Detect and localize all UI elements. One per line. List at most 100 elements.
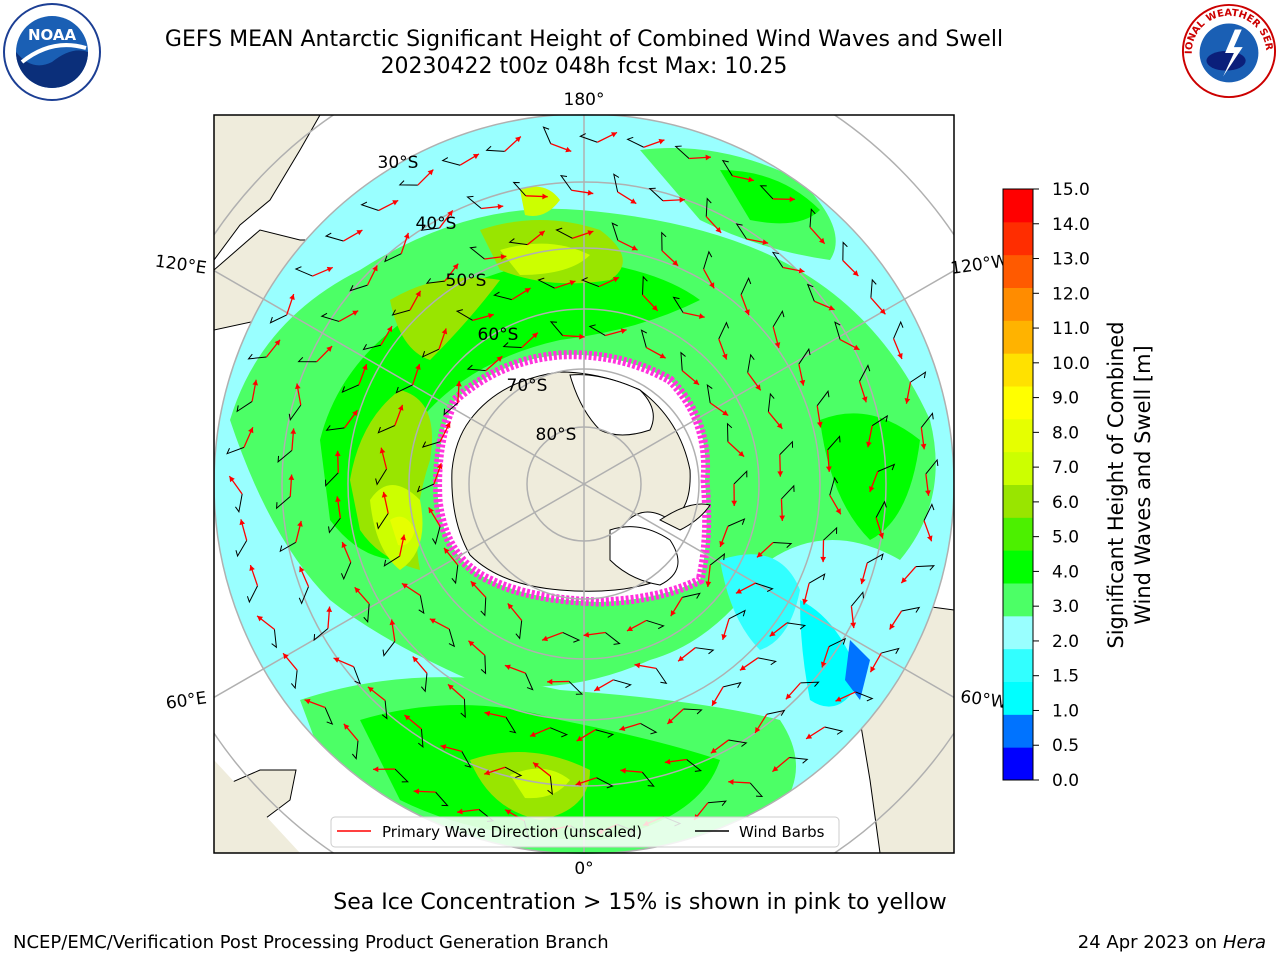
wind-barb	[562, 632, 581, 643]
wave-direction-arrowhead	[897, 352, 903, 359]
wave-direction-arrowhead	[719, 540, 725, 547]
wave-direction-arrowhead	[249, 565, 255, 571]
wave-direction-arrowhead	[326, 266, 333, 273]
wave-direction-arrowhead	[715, 226, 722, 233]
wind-barb	[416, 483, 435, 493]
wind-barb	[235, 540, 248, 558]
wave-direction-arrowhead	[400, 534, 406, 541]
wave-direction-arrowhead	[496, 356, 503, 362]
wind-barb	[920, 412, 934, 428]
land-africa-corner	[214, 760, 300, 853]
wind-barb	[749, 782, 764, 798]
wave-direction-arrowhead	[710, 747, 717, 754]
wave-direction-arrowhead	[386, 326, 393, 333]
colorbar-band	[1003, 320, 1033, 354]
wave-direction-arrowhead	[659, 353, 666, 359]
wind-barb	[721, 159, 733, 177]
wind-barb	[363, 603, 370, 623]
wind-barb	[325, 472, 339, 487]
wind-barb	[786, 622, 807, 630]
wave-direction-arrowhead	[334, 450, 341, 457]
figure-title: GEFS MEAN Antarctic Significant Height o…	[164, 27, 1004, 52]
wind-barb	[384, 253, 402, 263]
wave-direction-arrowhead	[587, 189, 594, 196]
wind-barb	[353, 666, 361, 685]
wave-direction-arrowhead	[709, 282, 715, 289]
wind-barb	[910, 371, 927, 383]
wind-barb	[925, 458, 939, 475]
wind-barb	[595, 729, 615, 738]
wave-direction-arrowhead	[455, 380, 462, 387]
wave-direction-arrowhead	[445, 422, 451, 429]
wave-direction-arrowhead	[878, 532, 884, 539]
wind-barb	[425, 278, 445, 284]
wind-barb	[828, 637, 847, 648]
wave-direction-arrowhead	[547, 678, 553, 685]
wind-barb	[549, 727, 569, 738]
wave-direction-arrowhead	[533, 762, 539, 769]
lon-label-120w: 120°W	[949, 251, 1009, 279]
wave-direction-arrowhead	[403, 232, 410, 239]
wind-barb	[480, 597, 487, 617]
wave-direction-arrowhead	[297, 520, 303, 527]
wind-barb	[626, 136, 644, 148]
wave-direction-arrowhead	[362, 364, 368, 371]
wave-direction-arrowhead	[288, 474, 295, 480]
wave-direction-arrowhead	[289, 294, 295, 300]
wind-barb	[418, 595, 425, 615]
wind-barb	[324, 232, 344, 242]
wind-barb	[806, 283, 815, 302]
wind-barb	[728, 739, 748, 747]
wave-direction-arrowhead	[850, 622, 857, 629]
colorbar-band	[1003, 484, 1033, 518]
wind-barb	[866, 553, 884, 564]
colorbar-frame	[1002, 188, 1034, 781]
wind-barb	[559, 174, 572, 191]
wind-barb	[398, 180, 418, 186]
wind-barb	[537, 277, 555, 289]
wind-barb	[277, 449, 293, 464]
wind-barb	[718, 321, 730, 340]
wave-direction-arrowhead	[739, 664, 746, 671]
wave-direction-arrowhead	[532, 332, 538, 339]
wave-direction-arrowhead	[664, 758, 671, 765]
wave-direction-arrowhead	[487, 313, 494, 319]
wind-barb	[480, 655, 487, 675]
wind-barb	[859, 364, 871, 382]
wind-barb	[740, 277, 752, 295]
wind-barb	[733, 470, 748, 485]
wave-direction-arrowhead	[484, 769, 491, 776]
wind-barb	[466, 364, 486, 372]
wave-direction-arrowhead	[920, 443, 927, 450]
wind-barb	[655, 668, 668, 684]
colorbar-tick-label: 4.0	[1052, 562, 1079, 582]
wind-barb	[706, 384, 713, 403]
wave-direction-arrowhead	[412, 656, 419, 663]
wind-barb	[448, 628, 456, 648]
wave-direction-arrowhead	[472, 153, 479, 160]
machine-name: Hera	[1222, 932, 1266, 953]
wave-direction-arrowhead	[440, 744, 447, 750]
wave-direction-arrowhead	[565, 146, 572, 153]
wind-barb	[297, 356, 317, 363]
wind-barb	[779, 440, 794, 455]
wind-barb	[870, 278, 877, 298]
wave-direction-arrowhead	[274, 339, 281, 346]
wind-barb	[611, 222, 619, 241]
wave-direction-arrowhead	[755, 726, 761, 733]
wave-direction-arrowhead	[779, 515, 786, 521]
wave-direction-arrowhead	[542, 193, 548, 200]
wave-direction-arrowhead	[429, 618, 436, 624]
wind-barb	[351, 740, 359, 760]
wave-direction-arrowhead	[802, 598, 808, 605]
wind-barb	[686, 759, 703, 772]
wind-barb	[294, 266, 313, 277]
wave-direction-arrowhead	[818, 237, 825, 244]
legend-wind-barbs-label: Wind Barbs	[739, 823, 825, 841]
colorbar-tick-label: 10.0	[1052, 354, 1090, 374]
wave-direction-arrowhead	[630, 198, 637, 204]
wind-barb	[842, 241, 848, 261]
wave-direction-arrowhead	[658, 138, 665, 145]
wave-direction-arrowhead	[569, 280, 576, 286]
credit-text: NCEP/EMC/Verification Post Processing Pr…	[13, 932, 609, 953]
